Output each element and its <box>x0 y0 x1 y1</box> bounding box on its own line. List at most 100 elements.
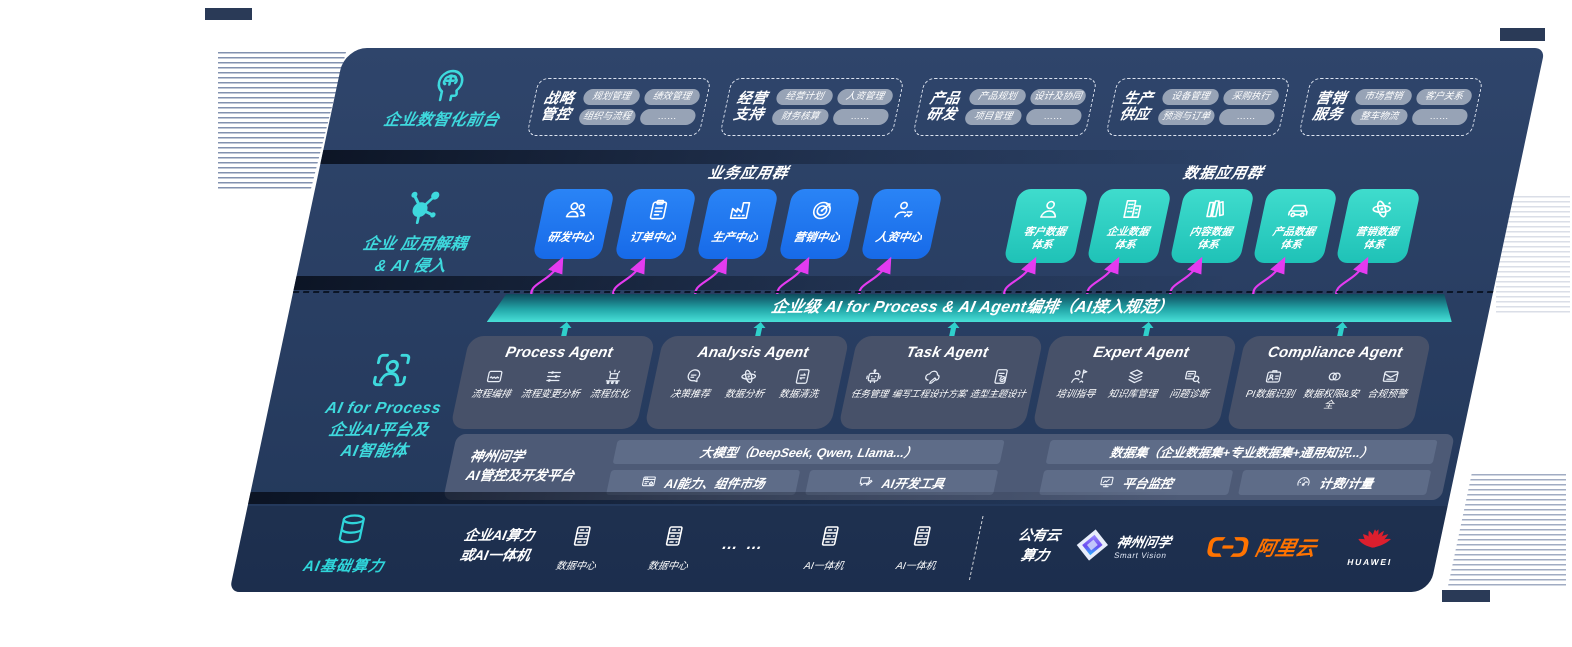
agent-item: 决策推荐 <box>669 367 715 400</box>
front-office-groups: 战略 管控 规划管理 绩效管理 组织与流程…… 经营 支持 经营计划 人资管理 财务核算……… <box>526 78 1484 136</box>
module-chip: …… <box>831 109 891 125</box>
business-app-group: 业务应用群 研发中心 订单中心 生产中心 营销中心 人资中心 <box>532 162 949 259</box>
module-chip: 产品规划 <box>967 89 1027 105</box>
dev-tools-bar: AI开发工具 <box>804 469 999 495</box>
module-chip: 项目管理 <box>963 109 1023 125</box>
deco-stripes-bottom-right <box>1448 474 1566 586</box>
monitor-bar: 平台监控 <box>1039 469 1233 495</box>
data-box-marketing: 营销数据 体系 <box>1335 189 1422 263</box>
agent-item: 造型主题设计 <box>969 367 1032 400</box>
doc-sync-icon <box>791 367 814 386</box>
agent-item: 培训指导 <box>1055 367 1101 400</box>
server-icon <box>660 524 689 548</box>
module-chip: 规划管理 <box>581 89 641 105</box>
factory-icon <box>726 198 755 222</box>
deco-mark <box>205 8 252 20</box>
agent-item: 合规预警 <box>1364 367 1413 412</box>
database-icon <box>331 512 372 546</box>
module-chip: 组织与流程 <box>577 109 637 125</box>
app-box-order-center: 订单中心 <box>614 189 698 259</box>
chat-pen-icon <box>857 474 876 490</box>
platform-data-column: 数据集（企业数据集+专业数据集+通用知识...） 平台监控 计费/计量 <box>1039 439 1438 495</box>
group-production-supply: 生产 供应 设备管理 采购执行 预测与订单…… <box>1105 78 1291 136</box>
layer-divider <box>248 492 1451 504</box>
module-chip: 整车物流 <box>1349 109 1409 125</box>
agent-item: PI数据识别 <box>1242 367 1300 412</box>
data-box-enterprise: 企业数据 体系 <box>1086 189 1173 263</box>
cloud-pen-icon <box>921 367 944 386</box>
people-icon <box>562 198 591 222</box>
atom-icon <box>737 367 760 386</box>
huawei-logo <box>1358 529 1391 548</box>
app-box-hr-center: 人资中心 <box>860 189 944 259</box>
scan-person-icon <box>365 348 418 392</box>
agent-item: 知识库管理 <box>1107 367 1163 400</box>
molecule-icon <box>398 186 449 228</box>
expert-agent-card: Expert Agent 培训指导 知识库管理 问题诊断 <box>1032 336 1238 429</box>
link-rings-icon <box>1323 367 1346 386</box>
ai-appliance-node: AI一体机 <box>790 524 866 572</box>
deco-mark <box>1442 590 1490 602</box>
vendor-smartvision: 神州问学 Smart Vision <box>1072 528 1174 562</box>
person-icon <box>1035 197 1064 221</box>
module-chip: 采购执行 <box>1221 89 1281 105</box>
doc-check-icon <box>990 367 1013 386</box>
capability-market-bar: AI能力、组件市场 <box>606 469 800 495</box>
layers-icon <box>1125 367 1148 386</box>
server-icon <box>908 524 937 548</box>
deco-mark <box>1500 28 1545 41</box>
analysis-agent-card: Analysis Agent 决策推荐 数据分析 数据清洗 <box>644 336 850 429</box>
business-group-title: 业务应用群 <box>706 165 791 182</box>
layer-title: 企业数智化前台 <box>382 112 502 129</box>
module-chip: 绩效管理 <box>642 89 702 105</box>
group-strategy: 战略 管控 规划管理 绩效管理 组织与流程…… <box>526 78 712 136</box>
robot-icon <box>862 367 885 386</box>
compute-layer-label: AI基础算力 <box>267 512 431 576</box>
vendor-huawei: HUAWEI <box>1337 518 1411 567</box>
magenta-connector-arrows <box>530 256 1369 299</box>
module-chip: …… <box>1024 109 1084 125</box>
architecture-panel: 企业数智化前台 战略 管控 规划管理 绩效管理 组织与流程…… 经营 支持 经营计划 人资… <box>229 48 1545 592</box>
datacenter-node: 数据中心 <box>634 524 710 572</box>
public-cloud-label: 公有云 算力 <box>1016 527 1063 563</box>
flow-box-icon <box>483 367 506 386</box>
agent-item: 编写工程设计方案 <box>891 367 972 400</box>
module-chip: 预测与订单 <box>1156 109 1216 125</box>
building-icon <box>1118 197 1147 221</box>
group-product-rd: 产品 研发 产品规划 设计及协同 项目管理…… <box>912 78 1098 136</box>
more-nodes-ellipsis: … … <box>720 536 767 553</box>
data-box-customer: 客户数据 体系 <box>1003 189 1090 263</box>
task-agent-card: Task Agent 任务管理 编写工程设计方案 造型主题设计 <box>838 336 1044 429</box>
group-marketing-service: 营销 服务 市场营销 客户关系 整车物流…… <box>1298 78 1484 136</box>
compute-layer: AI基础算力 企业AI算力 或AI一体机 数据中心 数据中心 … … AI一体机… <box>229 506 1448 592</box>
id-card-icon <box>1262 367 1285 386</box>
module-chip: 经营计划 <box>774 89 834 105</box>
diagnose-icon <box>1181 367 1204 386</box>
books-icon <box>1201 197 1230 221</box>
data-box-content: 内容数据 体系 <box>1169 189 1256 263</box>
agent-item: 流程变更分析 <box>520 367 586 400</box>
module-chip: …… <box>1410 109 1470 125</box>
platform-label: 神州问学 AI管控及开发平台 <box>464 449 576 483</box>
window-gear-icon <box>639 474 658 490</box>
server-icon <box>568 524 597 548</box>
app-box-production-center: 生产中心 <box>696 189 780 259</box>
module-chip: 设备管理 <box>1160 89 1220 105</box>
agent-item: 数据权限&安全 <box>1299 367 1364 412</box>
model-bar: 大模型（DeepSeek, Qwen, Llama...） <box>612 439 1005 464</box>
platform-strip: 神州问学 AI管控及开发平台 大模型（DeepSeek, Qwen, Llama… <box>442 434 1455 500</box>
module-chip: 人资管理 <box>835 89 895 105</box>
datacenter-node: 数据中心 <box>542 524 618 572</box>
compliance-agent-card: Compliance Agent PI数据识别 数据权限&安全 合规预警 <box>1226 336 1432 429</box>
server-icon <box>816 524 845 548</box>
agent-item: 数据分析 <box>724 367 770 400</box>
module-chip: …… <box>1217 109 1277 125</box>
head-chat-icon <box>682 367 705 386</box>
platform-model-column: 大模型（DeepSeek, Qwen, Llama...） AI能力、组件市场 … <box>606 439 1005 495</box>
billing-bar: 计费/计量 <box>1237 469 1432 495</box>
module-chip: 市场营销 <box>1353 89 1413 105</box>
front-office-layer-label: 企业数智化前台 <box>349 66 543 132</box>
agent-item: 流程优化 <box>589 367 635 400</box>
agent-item: 数据清洗 <box>778 367 824 400</box>
module-chip: 财务核算 <box>770 109 830 125</box>
